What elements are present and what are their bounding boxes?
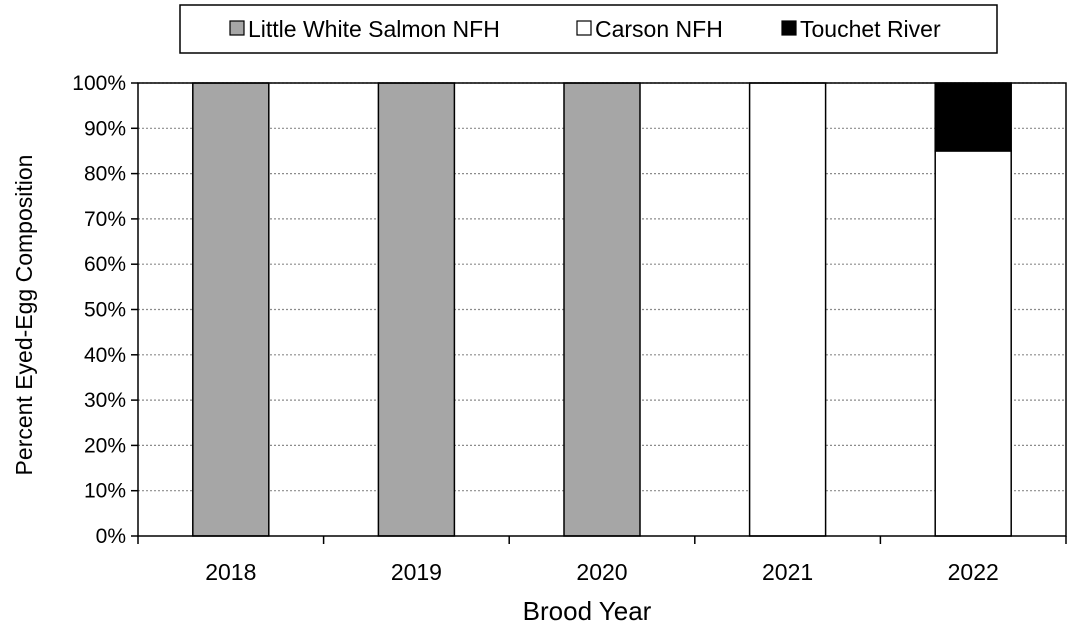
bar-2018-series-0	[192, 82, 270, 537]
x-tick-label-2018: 2018	[205, 559, 256, 585]
x-tick-label-2021: 2021	[762, 559, 813, 585]
legend: Little White Salmon NFH Carson NFH Touchet…	[179, 4, 998, 54]
y-tick-label-7: 70%	[84, 208, 126, 231]
x-tick-label-2020: 2020	[576, 559, 627, 585]
x-axis-label: Brood Year	[523, 596, 652, 626]
legend-label-2: Touchet River	[800, 16, 941, 42]
legend-swatch-1	[576, 20, 592, 36]
y-tick-label-1: 10%	[84, 480, 126, 503]
y-tick-label-10: 100%	[72, 72, 126, 95]
y-tick-label-3: 30%	[84, 389, 126, 412]
bar-2019-series-0	[377, 82, 456, 537]
y-tick-label-4: 40%	[84, 344, 126, 367]
legend-label-0: Little White Salmon NFH	[248, 16, 500, 42]
x-tick-labels: 2018 2019 2020 2021 2022	[205, 559, 999, 585]
y-tick-label-6: 60%	[84, 253, 126, 276]
axes	[131, 82, 1067, 544]
y-tick-label-0: 0%	[96, 525, 126, 548]
y-tick-label-2: 20%	[84, 434, 126, 457]
x-tick-label-2019: 2019	[391, 559, 442, 585]
legend-swatch-0	[229, 20, 245, 36]
bar-2020-series-0	[563, 82, 641, 537]
y-tick-labels: 0% 10% 20% 30% 40% 50% 60% 70% 80% 90% 100%	[72, 72, 126, 548]
bar-2022-series-2	[934, 82, 1012, 152]
y-tick-label-8: 80%	[84, 163, 126, 186]
y-tick-label-9: 90%	[84, 117, 126, 140]
bar-2022-series-1	[934, 150, 1012, 537]
y-tick-label-5: 50%	[84, 299, 126, 322]
legend-label-1: Carson NFH	[595, 16, 723, 42]
x-tick-label-2022: 2022	[948, 559, 999, 585]
bar-2021-series-1	[748, 82, 827, 537]
bars	[192, 82, 1012, 537]
y-axis-label: Percent Eyed-Egg Composition	[11, 155, 37, 476]
legend-swatch-2	[781, 20, 797, 36]
